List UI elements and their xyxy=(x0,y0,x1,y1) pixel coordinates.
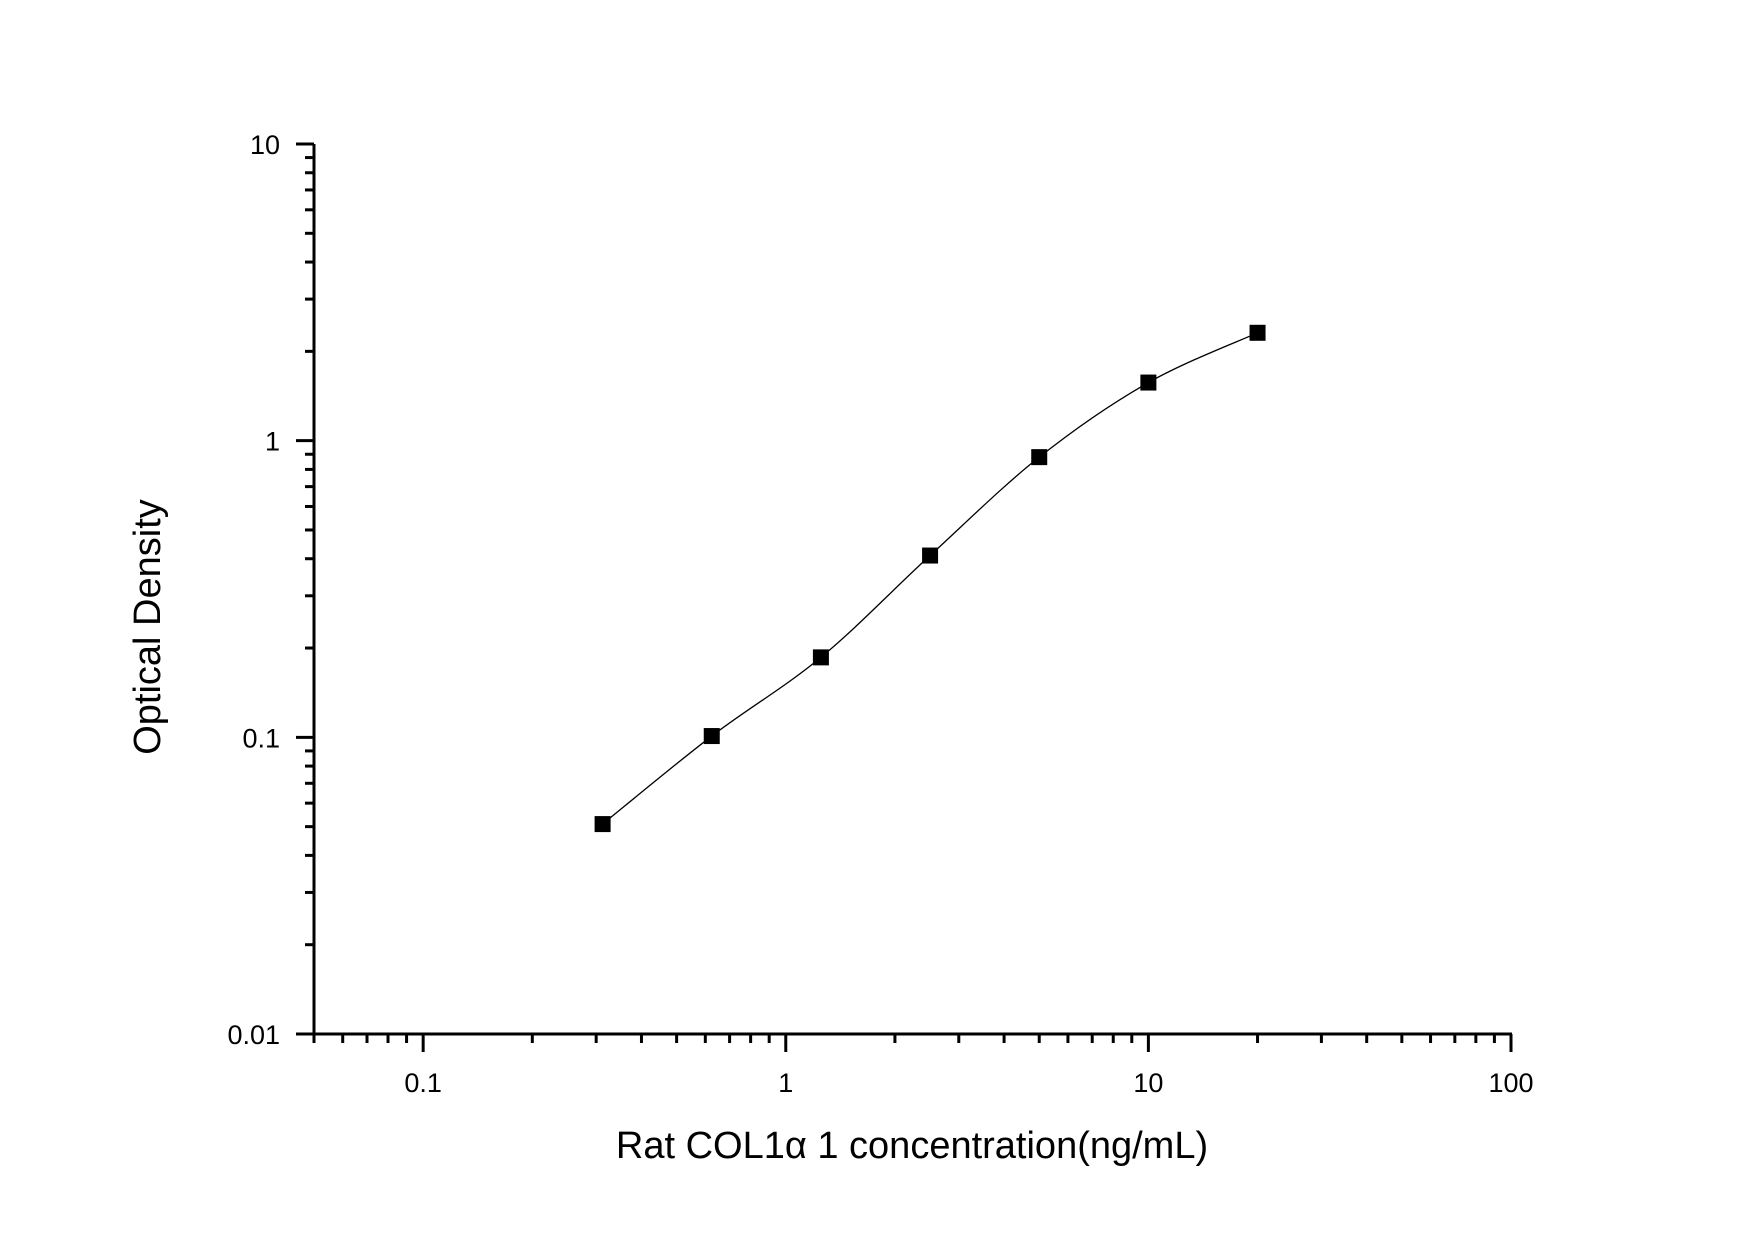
data-point-marker xyxy=(1031,449,1048,466)
x-axis-ticks xyxy=(312,1034,1513,1052)
data-point-marker xyxy=(703,728,720,745)
y-tick-label: 10 xyxy=(250,130,280,160)
y-axis-tick-labels: 0.01 0.1 1 10 xyxy=(227,130,280,1050)
y-axis-ticks xyxy=(296,142,314,1036)
data-markers xyxy=(594,324,1266,833)
fit-curve xyxy=(602,332,1258,825)
x-tick-label: 100 xyxy=(1488,1068,1533,1098)
y-tick-label: 0.1 xyxy=(242,723,280,753)
x-axis-tick-labels: 0.1 1 10 100 xyxy=(404,1068,1533,1098)
x-tick-label: 1 xyxy=(778,1068,793,1098)
data-point-marker xyxy=(594,816,611,833)
y-axis-title: Optical Density xyxy=(127,499,169,755)
data-point-marker xyxy=(812,649,829,666)
y-tick-label: 1 xyxy=(265,427,280,457)
y-tick-label: 0.01 xyxy=(227,1020,280,1050)
data-point-marker xyxy=(1249,324,1266,341)
x-tick-label: 0.1 xyxy=(404,1068,442,1098)
data-point-marker xyxy=(922,547,939,564)
x-axis-title: Rat COL1α 1 concentration(ng/mL) xyxy=(616,1125,1208,1167)
x-tick-label: 10 xyxy=(1133,1068,1163,1098)
data-point-marker xyxy=(1140,374,1157,391)
